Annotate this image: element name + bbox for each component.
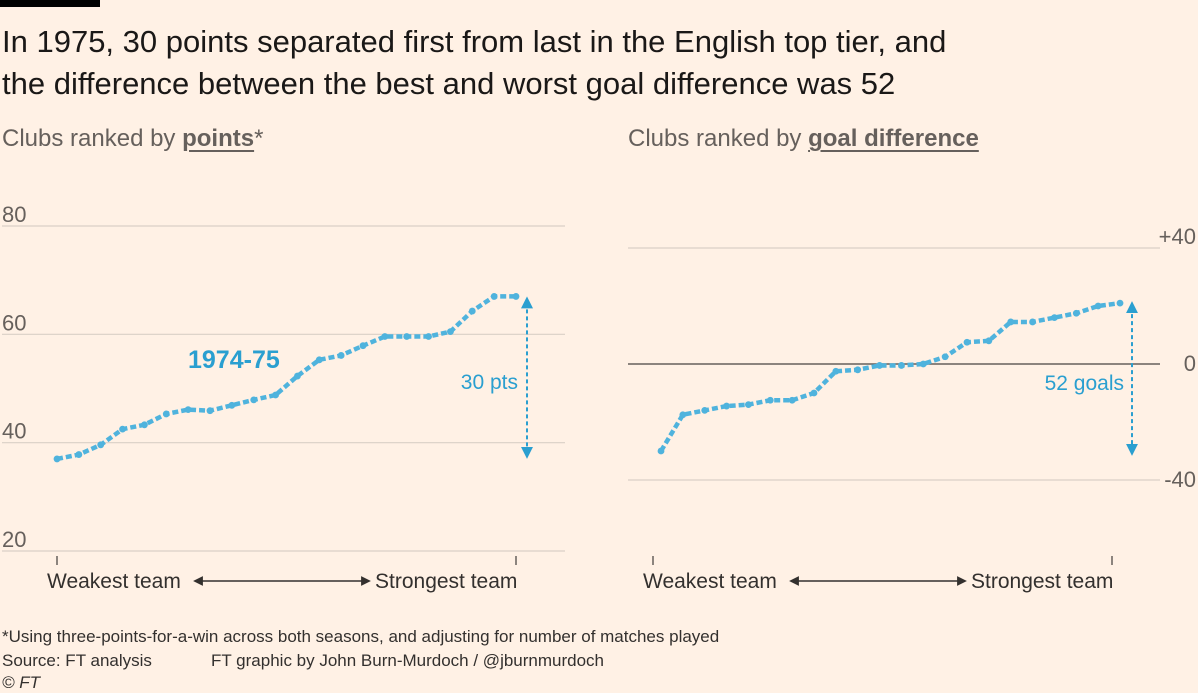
data-point	[403, 333, 411, 340]
data-point	[1094, 302, 1102, 310]
data-point	[766, 396, 774, 404]
data-point	[810, 389, 818, 397]
right-subtitle-prefix: Clubs ranked by	[628, 125, 809, 152]
data-point	[53, 455, 61, 463]
data-point	[701, 407, 709, 414]
data-point	[206, 407, 214, 415]
data-point	[745, 401, 752, 408]
data-point	[490, 293, 498, 300]
data-point	[512, 293, 520, 300]
data-point	[337, 352, 345, 359]
chart-title-line-2: the difference between the best and wors…	[2, 66, 896, 101]
data-point	[1007, 318, 1015, 326]
data-point	[788, 396, 796, 404]
data-point	[854, 366, 862, 374]
chart-title-line-1: In 1975, 30 points separated first from …	[2, 24, 947, 59]
source-text: Source: FT analysis	[2, 651, 152, 670]
left-subtitle-emphasis: points	[182, 125, 255, 152]
right-subtitle: Clubs ranked by goal difference	[628, 125, 979, 153]
data-point	[723, 402, 730, 410]
data-point	[75, 451, 83, 458]
data-point	[963, 338, 971, 346]
data-point	[1072, 309, 1080, 317]
x-label-weakest: Weakest team	[643, 570, 777, 593]
data-point	[941, 353, 949, 361]
data-point	[272, 391, 279, 399]
data-point	[97, 441, 105, 449]
data-point	[141, 421, 148, 429]
copyright-text: © FT	[2, 673, 41, 692]
right-subtitle-emphasis: goal difference	[808, 125, 979, 152]
data-point	[162, 410, 170, 418]
series-label: 1974-75	[188, 346, 280, 374]
left-subtitle: Clubs ranked by points*	[2, 125, 263, 153]
data-point	[1029, 318, 1036, 326]
y-tick-label: 0	[1184, 351, 1196, 376]
ft-brand-bar	[0, 0, 100, 7]
data-point	[832, 367, 840, 375]
data-point	[315, 356, 323, 364]
data-point	[468, 307, 476, 315]
left-subtitle-suffix: *	[254, 125, 264, 152]
credit-text: FT graphic by John Burn-Murdoch / @jburn…	[211, 651, 605, 670]
y-tick-label: 40	[2, 419, 26, 444]
goal-difference-chart: +40 0 -40 Weakest team Strongest team 52 goal…	[628, 224, 1196, 593]
series-line-1974-75	[659, 300, 1121, 453]
data-point	[679, 411, 687, 419]
data-point	[898, 362, 905, 369]
x-label-strongest: Strongest team	[375, 570, 517, 593]
y-tick-label: 60	[2, 310, 26, 335]
data-point	[425, 333, 432, 340]
data-point	[250, 396, 258, 404]
data-point	[1116, 299, 1124, 307]
data-point	[228, 401, 236, 409]
data-point	[359, 342, 367, 350]
data-point	[657, 447, 665, 455]
y-tick-label: +40	[1159, 224, 1196, 249]
data-point	[184, 406, 192, 414]
data-point	[985, 337, 993, 345]
x-label-weakest: Weakest team	[47, 570, 181, 593]
data-point	[876, 362, 883, 369]
range-label: 30 pts	[461, 371, 518, 394]
points-chart: 80 60 40 20 Weakest team Strongest team 1974-7…	[2, 202, 565, 593]
data-point	[119, 425, 126, 433]
left-subtitle-prefix: Clubs ranked by	[2, 125, 183, 152]
data-point	[919, 360, 927, 368]
range-label: 52 goals	[1045, 372, 1124, 395]
data-point	[381, 333, 389, 340]
data-point	[294, 372, 301, 380]
series-line-1974-75	[56, 294, 516, 462]
data-point	[447, 328, 454, 336]
x-label-strongest: Strongest team	[971, 570, 1113, 593]
y-tick-label: -40	[1164, 467, 1196, 492]
y-tick-label: 20	[2, 527, 26, 552]
data-point	[1051, 314, 1058, 321]
y-tick-label: 80	[2, 202, 26, 227]
footnote: *Using three-points-for-a-win across bot…	[2, 627, 720, 646]
